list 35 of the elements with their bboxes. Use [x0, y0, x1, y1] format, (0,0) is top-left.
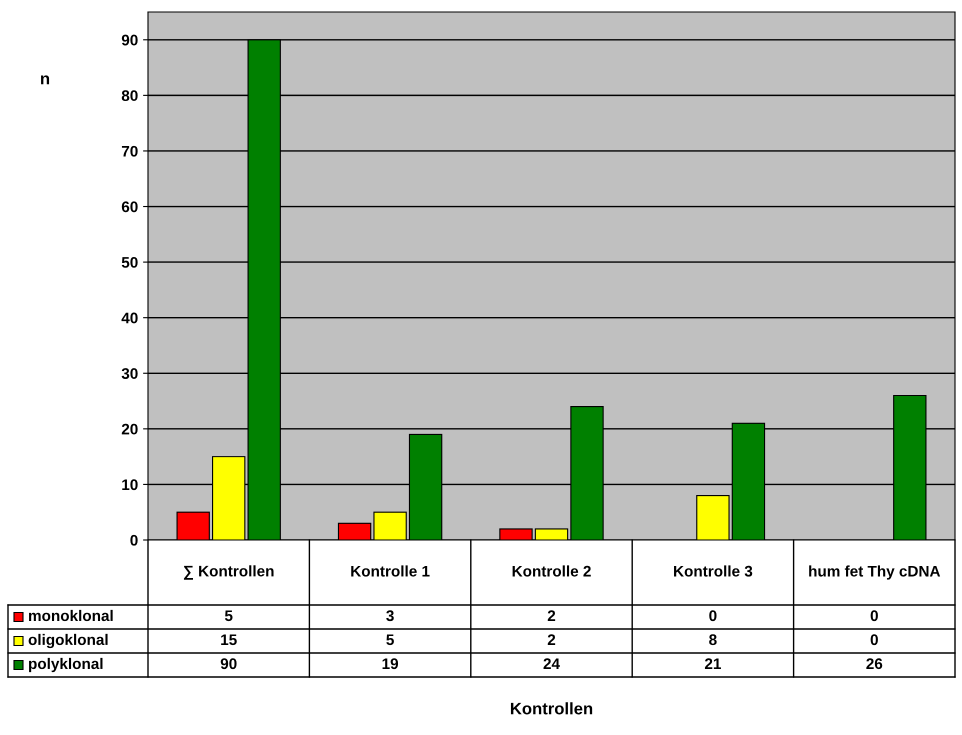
x-tick-label: Kontrolle 3: [674, 565, 752, 577]
data-label: 0: [709, 610, 717, 622]
data-label: 5: [386, 634, 394, 646]
legend-label: monoklonal: [29, 610, 113, 622]
y-tick-label: 10: [122, 479, 138, 490]
data-label: 3: [386, 610, 394, 622]
text: Kontrollen: [510, 702, 592, 714]
data-label: 8: [709, 634, 717, 646]
x-tick-label: hum fet Thy cDNA: [809, 565, 940, 580]
x-tick-label: Kontrolle 2: [512, 565, 591, 577]
data-label: 2: [548, 610, 556, 621]
data-label: 2: [548, 634, 556, 645]
x-tick-label: Kontrolle 1: [351, 565, 430, 577]
y-axis-title: n: [41, 75, 50, 84]
y-tick-label: 40: [122, 312, 138, 324]
y-tick-label: 70: [122, 146, 138, 157]
data-label: 0: [870, 634, 878, 646]
data-label: 26: [866, 658, 882, 670]
y-tick-label: 30: [122, 368, 138, 379]
y-tick-label: 90: [122, 34, 138, 46]
data-label: 24: [544, 658, 560, 669]
y-tick-label: 20: [122, 424, 138, 435]
y-tick-label: 50: [122, 256, 138, 268]
data-label: 5: [224, 610, 233, 622]
y-tick-label: 80: [122, 90, 138, 102]
data-label: 15: [221, 634, 237, 646]
legend-label: oligoklonal: [28, 634, 108, 648]
x-tick-label: ∑ Kontrollen: [184, 565, 274, 580]
legend-label: polyklonal: [29, 658, 102, 672]
y-tick-label: 0: [130, 534, 138, 546]
data-label: 0: [870, 610, 878, 622]
data-label: 90: [220, 658, 237, 670]
data-label: 21: [704, 658, 721, 669]
data-label: 19: [382, 658, 398, 670]
y-tick-label: 60: [122, 201, 138, 212]
